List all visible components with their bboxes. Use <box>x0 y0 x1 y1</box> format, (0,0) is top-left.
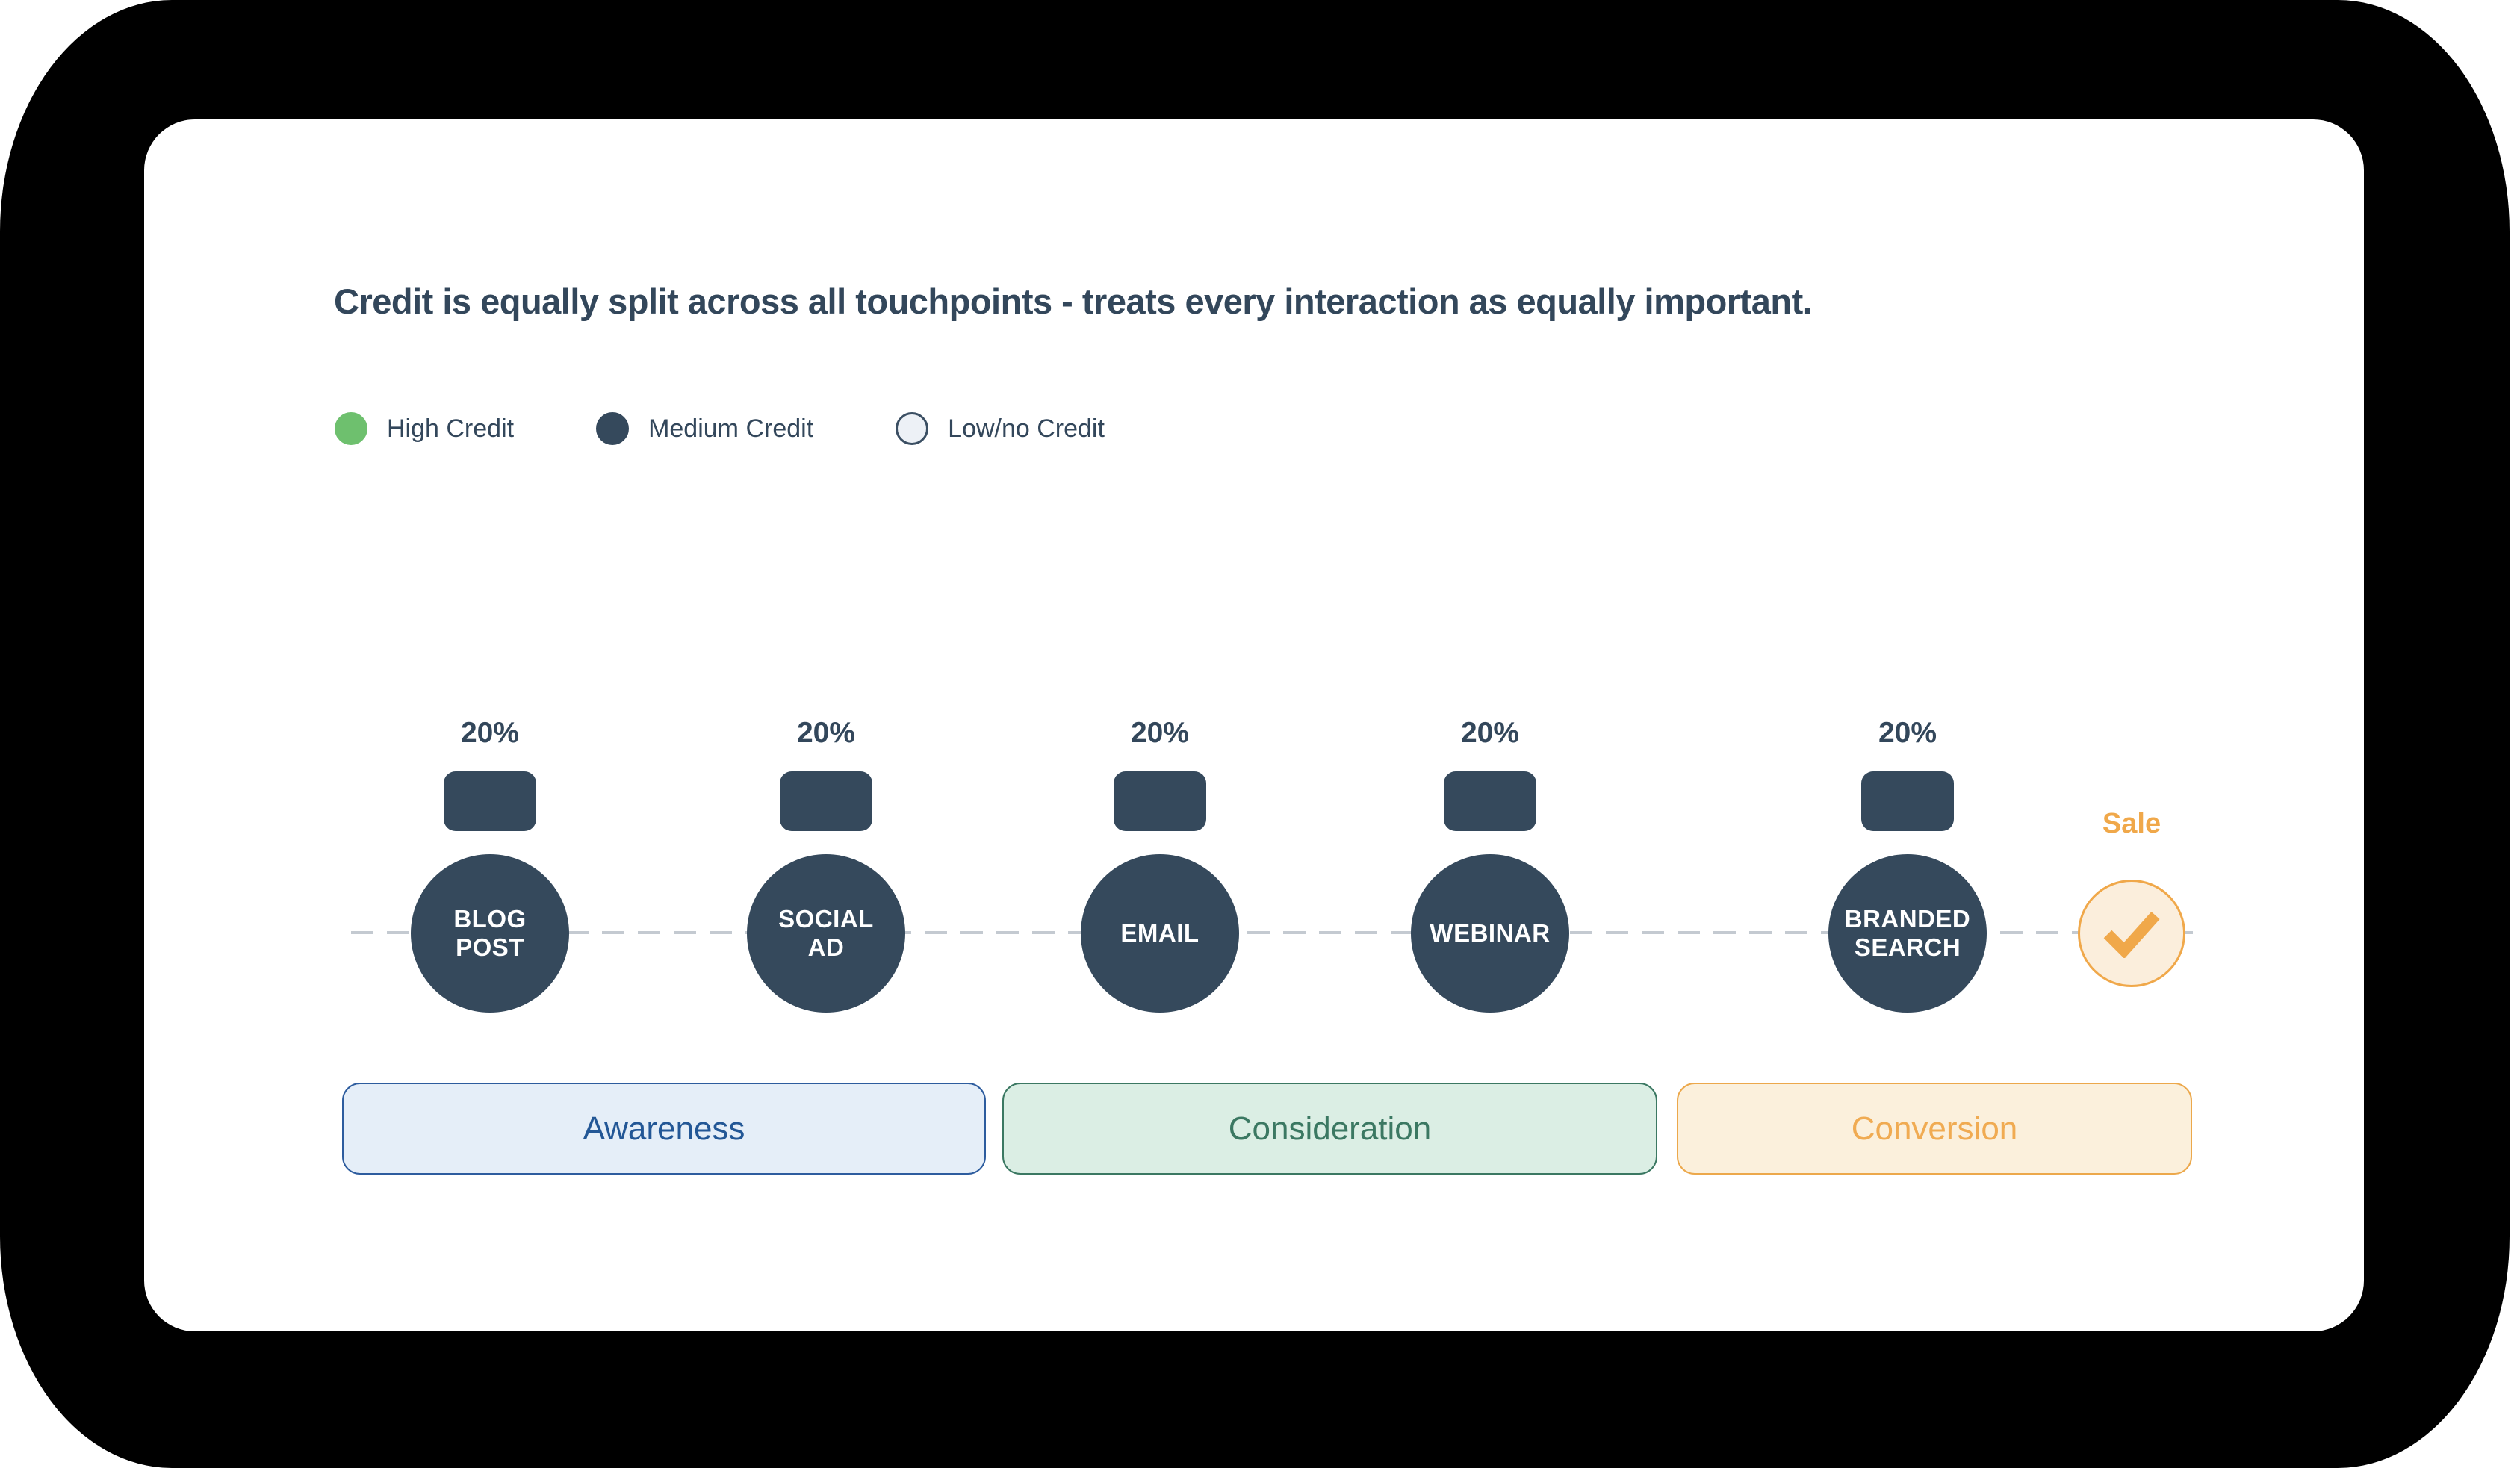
check-icon <box>2103 912 2160 958</box>
touchpoint-label-line: SOCIAL <box>778 905 874 933</box>
credit-bar <box>444 771 536 831</box>
touchpoint-circle: SOCIAL AD <box>747 854 905 1013</box>
touchpoint-label-line: WEBINAR <box>1430 919 1551 947</box>
credit-percent-label: 20% <box>796 717 856 749</box>
touchpoint-label-line: SEARCH <box>1854 933 1961 961</box>
medium-credit-dot-icon <box>596 412 630 445</box>
credit-percent-label: 20% <box>460 717 520 749</box>
touchpoint-circle: EMAIL <box>1081 854 1239 1013</box>
credit-bar <box>1444 771 1536 831</box>
legend: High Credit Medium Credit Low/no Credit <box>335 411 1105 447</box>
touchpoint-label-line: AD <box>807 933 845 961</box>
high-credit-dot-icon <box>335 412 367 445</box>
legend-label: High Credit <box>387 414 515 443</box>
touchpoint-label-line: EMAIL <box>1120 919 1200 947</box>
funnel-stages: Awareness Consideration Conversion <box>144 1083 2364 1175</box>
journey-dashed-line <box>351 931 2193 934</box>
legend-item-medium-credit: Medium Credit <box>596 412 813 445</box>
legend-item-low-no-credit: Low/no Credit <box>896 412 1105 445</box>
sale-node <box>2078 880 2185 987</box>
touchpoint-circle: BLOG POST <box>411 854 569 1013</box>
page-title: Credit is equally split across all touch… <box>334 282 1813 321</box>
attribution-card: Credit is equally split across all touch… <box>144 119 2364 1331</box>
credit-percent-label: 20% <box>1460 717 1520 749</box>
credit-percent-label: 20% <box>1878 717 1937 749</box>
legend-item-high-credit: High Credit <box>335 412 514 445</box>
credit-percent-label: 20% <box>1130 717 1190 749</box>
touchpoint-label-line: BLOG <box>453 905 527 933</box>
touchpoint-circle: BRANDED SEARCH <box>1828 854 1987 1013</box>
touchpoint-label-line: POST <box>456 933 524 961</box>
sale-label: Sale <box>2102 808 2161 839</box>
legend-label: Low/no Credit <box>948 414 1105 443</box>
stage-consideration: Consideration <box>1002 1083 1657 1175</box>
touchpoint-circle: WEBINAR <box>1411 854 1569 1013</box>
credit-bar <box>1114 771 1206 831</box>
credit-bar <box>780 771 872 831</box>
legend-label: Medium Credit <box>648 414 814 443</box>
low-no-credit-dot-icon <box>896 412 929 445</box>
touchpoint-label-line: BRANDED <box>1844 905 1971 933</box>
credit-bar <box>1861 771 1954 831</box>
stage-conversion: Conversion <box>1677 1083 2192 1175</box>
stage-awareness: Awareness <box>342 1083 986 1175</box>
